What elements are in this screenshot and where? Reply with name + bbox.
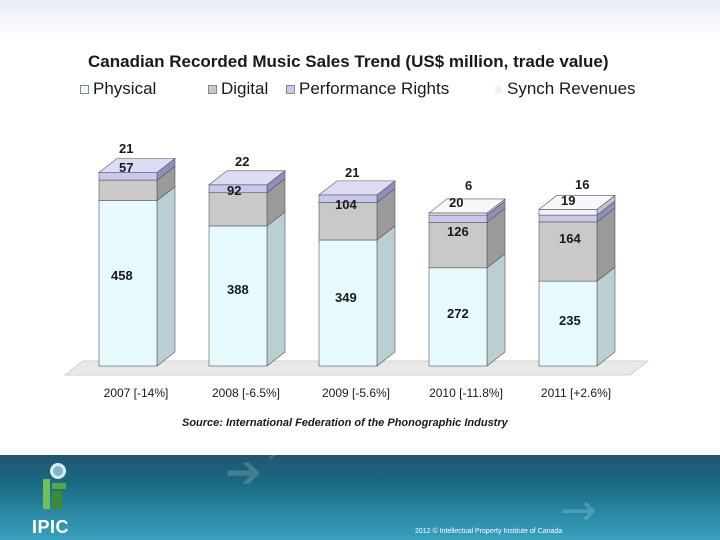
data-label: 104 <box>335 197 357 212</box>
data-label: 164 <box>559 231 581 246</box>
decorative-arrow-icon: → <box>255 455 277 469</box>
chart-source: Source: International Federation of the … <box>182 417 508 429</box>
bar-top-face <box>538 195 616 210</box>
legend-item-physical: Physical <box>80 79 156 99</box>
bar-physical <box>538 280 598 367</box>
legend-item-synch-revenues: Synch Revenues <box>494 79 636 99</box>
bar-side-physical <box>266 211 286 367</box>
legend-item-digital: Digital <box>208 79 268 99</box>
bar-digital <box>428 222 488 269</box>
copyright-text: 2012 © Intellectual Property Institute o… <box>415 528 563 535</box>
bar-side-physical <box>376 225 396 367</box>
category-label: 2007 [-14%] <box>104 386 169 400</box>
bar-physical <box>428 267 488 367</box>
data-label: 22 <box>235 154 249 169</box>
legend-label-synch-revenues: Synch Revenues <box>507 79 636 98</box>
ipic-logo-text: IPIC <box>32 517 70 537</box>
bar-top-face <box>428 198 506 214</box>
bar-performance-rights <box>538 214 598 223</box>
decorative-arrow-icon: ➔ <box>225 455 262 498</box>
bar-side-physical <box>156 186 176 367</box>
data-label: 126 <box>447 224 469 239</box>
category-label: 2011 [+2.6%] <box>541 386 611 400</box>
legend-label-performance-rights: Performance Rights <box>299 79 450 98</box>
bar-synch-revenues <box>428 212 488 216</box>
footer-banner: ➔ → → IPIC 2012 © Intellectual Property … <box>0 455 720 540</box>
legend-swatch-digital <box>208 84 217 94</box>
legend-swatch-synch-revenues <box>494 84 503 94</box>
bar-side-physical <box>596 266 616 367</box>
data-label: 19 <box>561 193 575 208</box>
bar-digital <box>318 202 378 241</box>
decorative-arrow-icon: → <box>560 485 597 536</box>
data-label: 16 <box>575 177 589 192</box>
bar-top-face <box>208 170 286 186</box>
data-label: 21 <box>119 141 133 156</box>
data-label: 235 <box>559 313 581 328</box>
bar-digital <box>538 221 598 282</box>
data-label: 272 <box>447 306 469 321</box>
bar-physical <box>98 200 158 367</box>
bar-digital <box>208 192 268 227</box>
data-label: 21 <box>345 165 359 180</box>
category-label: 2008 [-6.5%] <box>212 386 280 400</box>
category-label: 2009 [-5.6%] <box>322 386 390 400</box>
chart-title: Canadian Recorded Music Sales Trend (US$… <box>88 52 609 71</box>
legend-label-physical: Physical <box>93 79 157 98</box>
data-label: 458 <box>111 268 133 283</box>
bar-performance-rights <box>428 214 488 223</box>
category-label: 2010 [-11.8%] <box>429 386 503 400</box>
bar-top-face <box>318 180 396 196</box>
bar-top-face <box>98 158 176 173</box>
data-label: 92 <box>227 183 241 198</box>
data-label: 349 <box>335 290 357 305</box>
data-label: 388 <box>227 282 249 297</box>
data-label: 20 <box>449 195 463 210</box>
chart-legend: Physical Digital Performance Rights Sync… <box>80 79 680 101</box>
legend-item-performance-rights: Performance Rights <box>286 79 449 99</box>
legend-swatch-physical <box>80 84 89 94</box>
legend-label-digital: Digital <box>221 79 269 98</box>
legend-swatch-performance-rights <box>286 84 295 94</box>
bar-physical <box>318 239 378 367</box>
ipic-logo-icon <box>43 463 66 509</box>
bar-digital <box>98 179 158 201</box>
data-label: 57 <box>119 160 133 175</box>
bar-physical <box>208 225 268 367</box>
data-label: 6 <box>465 178 472 193</box>
bar-synch-revenues <box>538 209 598 216</box>
bar-side-physical <box>486 253 506 367</box>
stacked-bar-chart: 2007 [-14%] 2008 [-6.5%] 2009 [-5.6%] 2010 … <box>63 141 650 400</box>
